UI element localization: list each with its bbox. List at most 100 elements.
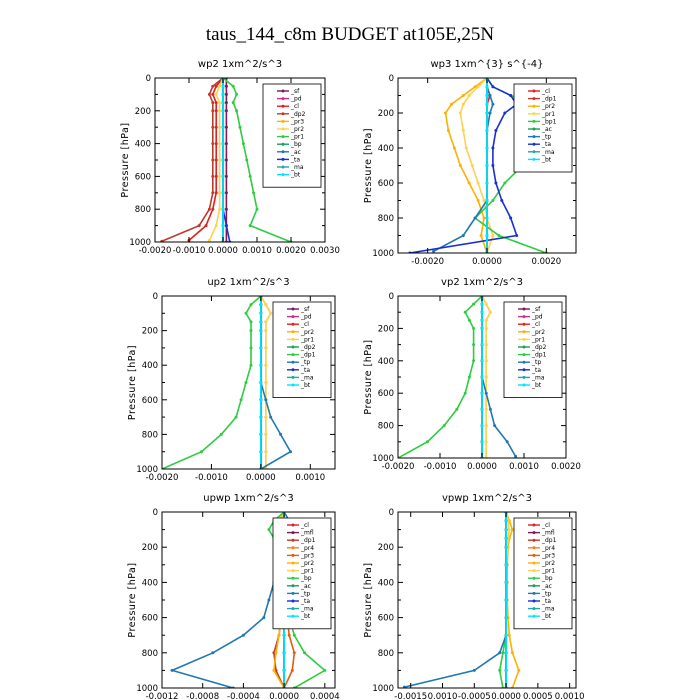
data-point: [452, 146, 456, 150]
legend-label: _tp: [541, 590, 551, 597]
data-point: [214, 174, 218, 178]
legend-label: _ma: [290, 164, 304, 171]
legend-label: _ta: [531, 367, 541, 374]
legend-label: _pr2: [541, 103, 555, 110]
panel-upwp: upwp 1xm^2/s^3 0 200 400 600 800 1000-0.0012 -0…: [127, 493, 340, 700]
data-point: [264, 398, 268, 402]
plot-area: [402, 512, 521, 688]
legend-label: _bp: [290, 141, 302, 148]
data-point: [248, 174, 252, 178]
legend-box: [272, 301, 332, 398]
y-tick-label: 800: [378, 649, 394, 659]
legend-marker: [281, 142, 285, 146]
data-point: [211, 191, 215, 195]
y-tick-label: 0: [389, 74, 394, 84]
y-tick-label: 400: [378, 357, 394, 367]
legend-marker: [522, 383, 526, 387]
data-point: [461, 102, 465, 106]
data-point: [480, 424, 484, 428]
y-tick-label: 400: [378, 578, 394, 588]
data-point: [218, 109, 222, 113]
x-tick-label: 0.0000: [467, 462, 497, 472]
data-point: [482, 216, 486, 220]
x-tick-label: 0.0005: [523, 692, 553, 700]
data-point: [290, 668, 294, 672]
panel-title: wp2 1xm^2/s^3: [198, 59, 282, 70]
data-point: [259, 303, 263, 307]
legend-marker: [281, 135, 285, 139]
legend-marker: [291, 553, 295, 557]
legend-marker: [291, 531, 295, 535]
data-point: [224, 224, 228, 228]
data-point: [274, 651, 278, 655]
legend-label: _ac: [541, 126, 552, 133]
data-point: [197, 224, 201, 228]
x-tick-label: -0.0005: [458, 692, 491, 700]
data-point: [211, 207, 215, 211]
legend-marker: [532, 531, 536, 535]
data-point: [485, 111, 489, 115]
data-point: [279, 432, 283, 436]
legend: _sf_pd_cl_pr2_pr1_dp2_dp1_tp_ta_ma_bt: [503, 301, 563, 398]
legend-marker: [291, 307, 295, 311]
legend-marker: [291, 576, 295, 580]
data-point: [517, 668, 521, 672]
data-point: [449, 102, 453, 106]
data-point: [472, 668, 476, 672]
legend-marker: [281, 150, 285, 154]
legend-label: _cl: [290, 103, 299, 110]
data-point: [472, 359, 476, 363]
data-point: [241, 633, 245, 637]
y-axis-label: Pressure [hPa]: [363, 128, 374, 203]
data-point: [207, 207, 211, 211]
data-point: [259, 398, 263, 402]
x-tick-label: 0.0010: [295, 473, 325, 483]
legend-label: _pr3: [290, 118, 304, 125]
legend-marker: [291, 375, 295, 379]
x-tick-label: -0.0020: [411, 257, 444, 267]
x-tick-label: -0.0012: [146, 692, 179, 700]
x-tick-label: -0.0010: [424, 462, 457, 472]
data-point: [218, 84, 222, 88]
legend-marker: [532, 97, 536, 101]
legend-marker: [522, 322, 526, 326]
data-point: [467, 375, 471, 379]
legend-marker: [522, 353, 526, 357]
legend-label: _dp1: [541, 96, 557, 103]
legend-marker: [291, 569, 295, 573]
data-point: [500, 199, 504, 202]
legend-box: [272, 517, 332, 630]
data-point: [282, 651, 286, 655]
data-point: [488, 407, 492, 411]
legend-label: _pr2: [541, 560, 555, 567]
x-tick-label: 0.0010: [509, 462, 539, 472]
panel-up2: up2 1xm^2/s^3 0 200 400 600 800 1000-0.0020 -0.…: [127, 277, 336, 483]
legend-box: [503, 301, 563, 398]
data-point: [504, 545, 508, 549]
data-point: [218, 191, 222, 195]
legend-marker: [291, 607, 295, 611]
x-tick-label: -0.0004: [227, 692, 260, 700]
legend-marker: [522, 337, 526, 341]
data-point: [218, 101, 222, 105]
figure-title: taus_144_c8m BUDGET at105E,25N: [206, 24, 495, 45]
data-point: [485, 85, 489, 89]
data-point: [504, 528, 508, 532]
data-point: [485, 94, 489, 97]
legend-marker: [532, 150, 536, 154]
legend-marker: [291, 591, 295, 595]
data-point: [259, 311, 263, 315]
data-point: [485, 129, 489, 132]
legend-marker: [281, 173, 285, 177]
data-point: [282, 633, 286, 637]
y-tick-label: 200: [378, 324, 394, 334]
data-point: [224, 109, 228, 113]
data-point: [224, 191, 228, 195]
data-point: [221, 224, 225, 228]
legend-marker: [291, 360, 295, 364]
data-point: [269, 311, 273, 315]
x-tick-label: 0.0000: [208, 246, 238, 256]
panel-title: up2 1xm^2/s^3: [207, 277, 289, 288]
data-point: [476, 199, 480, 202]
data-point: [476, 85, 480, 89]
